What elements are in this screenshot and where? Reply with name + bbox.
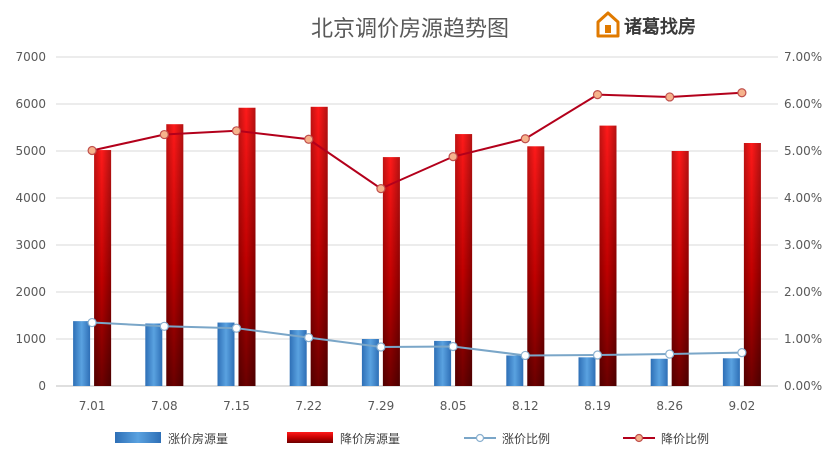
y-left-tick-label: 7000 xyxy=(15,50,46,64)
point-rising-ratio xyxy=(231,323,242,333)
legend-label: 涨价比例 xyxy=(502,431,550,446)
point-falling-ratio xyxy=(159,129,169,140)
y-axis-right: 0.00% 1.00% 2.00% 3.00% 4.00% 5.00% 6.00% 7.00% xyxy=(784,50,822,393)
y-right-tick-label: 1.00% xyxy=(784,332,822,346)
x-tick-label: 7.01 xyxy=(79,399,106,413)
y-right-tick-label: 0.00% xyxy=(784,379,822,393)
legend-swatch-marker xyxy=(475,433,485,443)
x-tick-label: 8.05 xyxy=(440,399,467,413)
line-series xyxy=(87,88,747,361)
bar-falling-listings-shade xyxy=(743,143,761,386)
y-left-tick-label: 5000 xyxy=(15,144,46,158)
legend-label: 涨价房源量 xyxy=(168,431,228,446)
bar-falling-listings-shade xyxy=(166,124,184,387)
brand-logo: 诸葛找房 xyxy=(596,11,696,38)
y-right-tick-label: 6.00% xyxy=(784,97,822,111)
brand-name: 诸葛找房 xyxy=(624,16,696,38)
legend-label: 降价比例 xyxy=(661,432,709,446)
x-tick-label: 9.02 xyxy=(729,399,756,413)
bar-rising-listings xyxy=(361,339,379,386)
y-left-tick-label: 6000 xyxy=(15,97,46,111)
bar-rising-listings xyxy=(217,322,235,386)
point-falling-ratio xyxy=(592,89,603,100)
point-falling-ratio xyxy=(520,134,530,144)
y-left-tick-label: 3000 xyxy=(15,238,46,252)
y-left-tick-label: 2000 xyxy=(15,285,46,299)
x-tick-label: 7.22 xyxy=(295,399,322,413)
point-rising-ratio xyxy=(665,349,675,359)
x-tick-label: 7.29 xyxy=(368,399,395,413)
legend-swatch-bar xyxy=(287,432,333,443)
y-left-tick-label: 0 xyxy=(38,379,46,393)
point-rising-ratio xyxy=(376,342,386,352)
bar-series xyxy=(73,106,761,387)
point-rising-ratio xyxy=(87,317,97,328)
bar-falling-listings-shade xyxy=(455,134,473,386)
x-tick-label: 8.26 xyxy=(656,399,683,413)
y-right-tick-label: 7.00% xyxy=(784,50,822,64)
gridlines xyxy=(56,56,778,387)
bar-rising-listings xyxy=(434,340,452,386)
bar-rising-listings xyxy=(650,358,668,386)
legend-label: 降价房源量 xyxy=(340,431,400,446)
legend-swatch-bar xyxy=(115,432,161,443)
point-rising-ratio xyxy=(304,332,314,343)
y-right-tick-label: 3.00% xyxy=(784,238,822,252)
y-right-tick-label: 2.00% xyxy=(784,285,822,299)
point-falling-ratio xyxy=(304,134,314,144)
point-falling-ratio xyxy=(448,152,458,162)
legend: 涨价房源量 降价房源量 涨价比例 降价比例 xyxy=(115,431,709,446)
bar-falling-listings-shade xyxy=(599,125,617,387)
point-rising-ratio xyxy=(520,350,530,361)
y-right-tick-label: 5.00% xyxy=(784,144,822,158)
bar-rising-listings xyxy=(73,321,91,386)
chart-title: 北京调价房源趋势图 xyxy=(311,17,509,42)
x-tick-label: 7.08 xyxy=(151,399,178,413)
point-falling-ratio xyxy=(87,145,97,156)
y-left-tick-label: 4000 xyxy=(15,191,46,205)
x-tick-label: 8.12 xyxy=(512,399,539,413)
bar-falling-listings-shade xyxy=(238,107,256,386)
bar-falling-listings-shade xyxy=(382,157,400,386)
house-logo-icon xyxy=(596,11,620,38)
y-left-tick-label: 1000 xyxy=(15,332,46,346)
point-rising-ratio xyxy=(159,321,169,331)
y-right-tick-label: 4.00% xyxy=(784,191,822,205)
x-axis: 7.01 7.08 7.15 7.22 7.29 8.05 8.12 8.19 8.26 9.02 xyxy=(56,385,778,413)
bar-falling-listings-shade xyxy=(527,146,545,386)
point-rising-ratio xyxy=(448,341,458,352)
bar-rising-listings xyxy=(145,323,163,386)
y-axis-left: 0 1000 2000 3000 4000 5000 6000 7000 xyxy=(15,50,46,393)
x-tick-label: 7.15 xyxy=(223,399,250,413)
bar-rising-listings xyxy=(289,330,307,386)
bar-rising-listings xyxy=(506,355,524,386)
point-rising-ratio xyxy=(592,350,603,360)
point-rising-ratio xyxy=(737,348,747,358)
line-rising-ratio xyxy=(92,321,742,357)
bar-rising-listings xyxy=(578,357,596,386)
bar-falling-listings-shade xyxy=(671,151,689,386)
legend-swatch-marker xyxy=(634,433,644,443)
bar-falling-listings-shade xyxy=(94,150,112,386)
line-falling-ratio xyxy=(91,91,742,190)
point-falling-ratio xyxy=(231,126,242,136)
x-tick-label: 8.19 xyxy=(584,399,611,413)
point-falling-ratio xyxy=(737,88,747,98)
bar-rising-listings xyxy=(722,358,740,386)
point-falling-ratio xyxy=(376,184,386,194)
bar-falling-listings-shade xyxy=(310,106,328,386)
point-falling-ratio xyxy=(665,92,675,102)
